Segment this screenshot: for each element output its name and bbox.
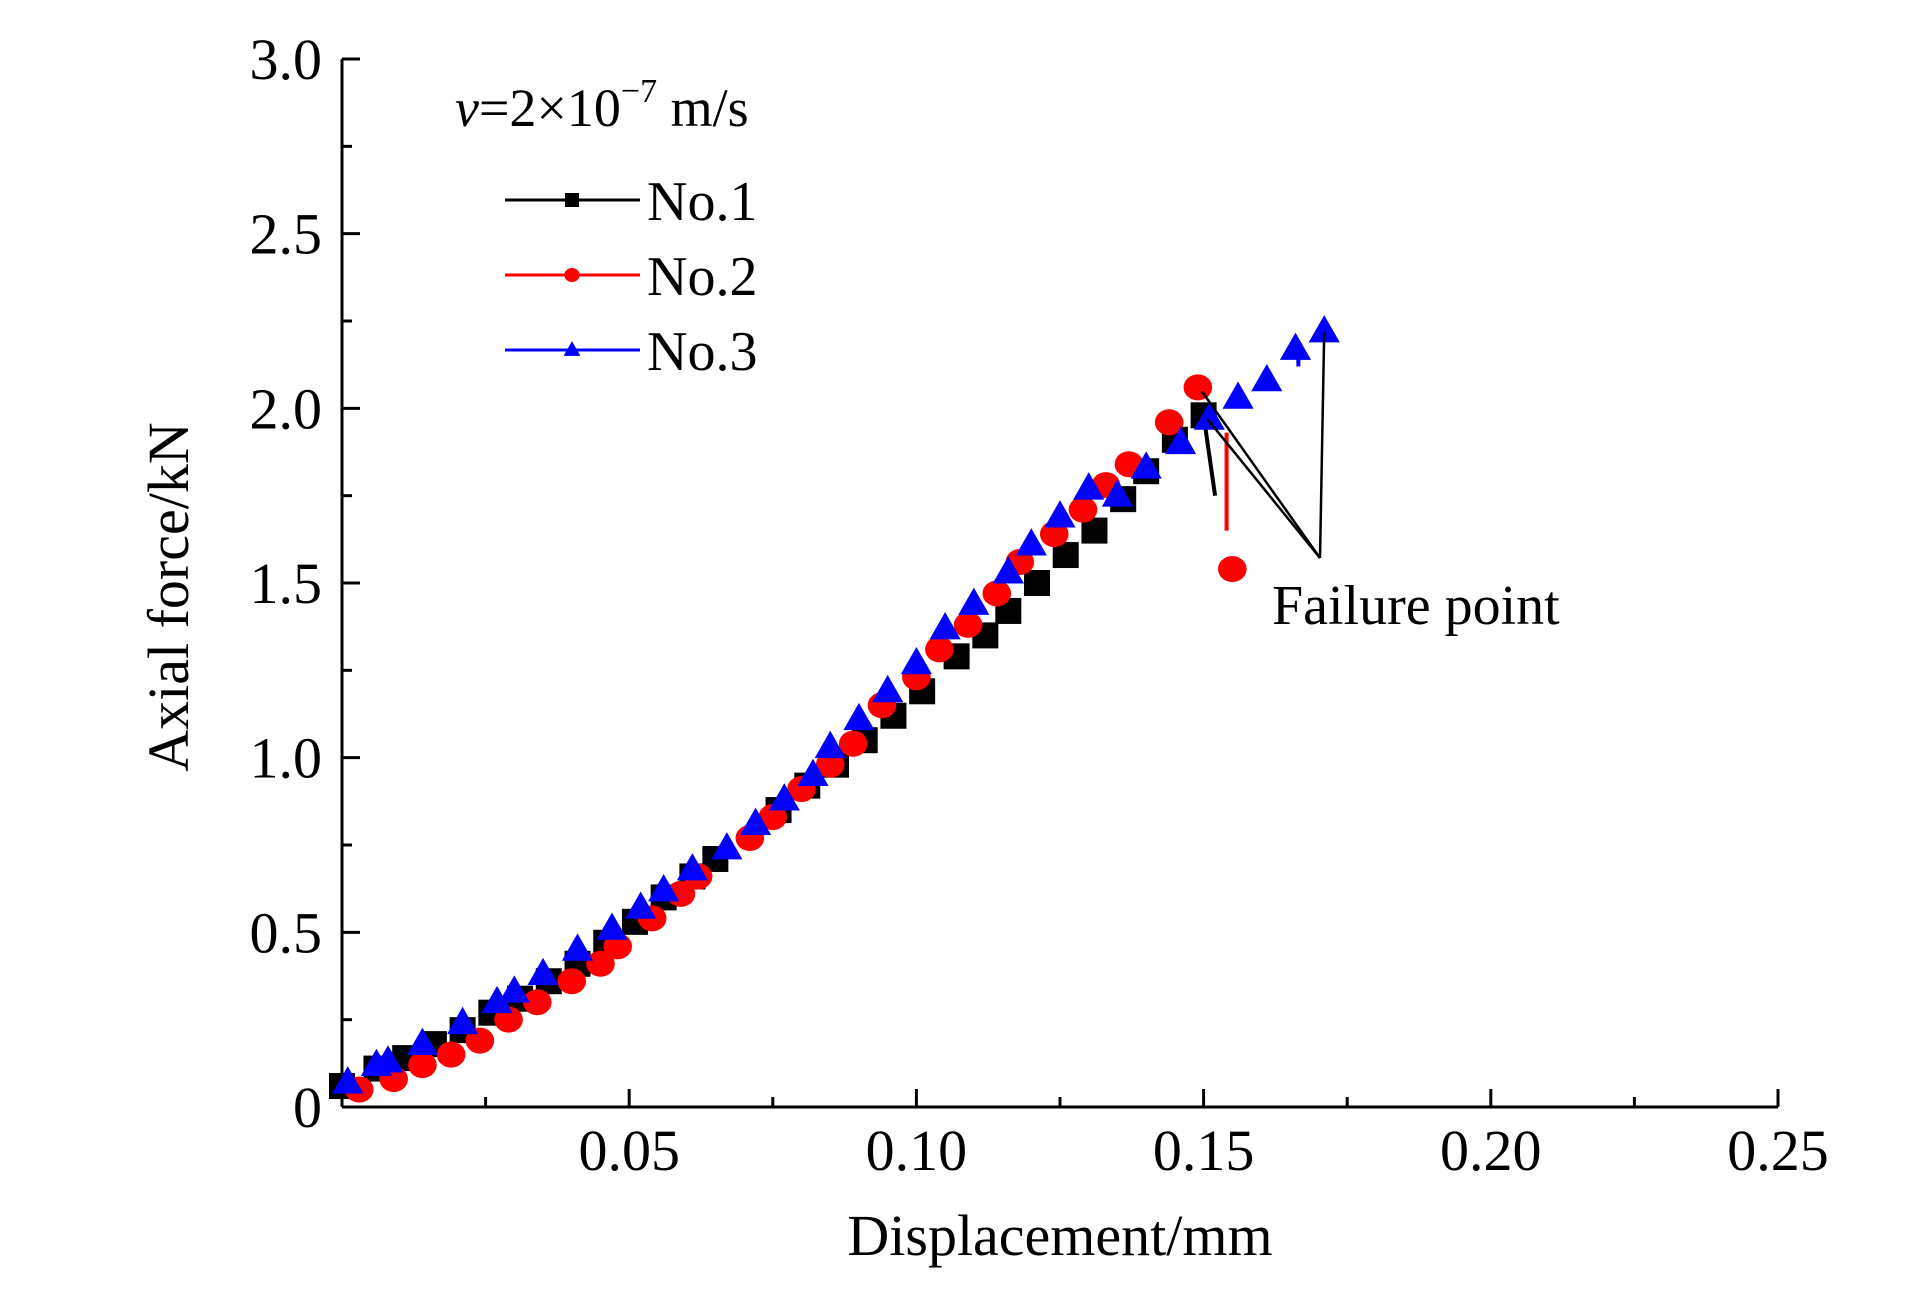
series-2-point-3 <box>436 1041 466 1068</box>
condition-label: v=2×10−7 m/s <box>455 73 749 138</box>
condition-exponent: −7 <box>621 73 657 110</box>
series-2-point-22 <box>982 580 1012 607</box>
legend-label-1: No.1 <box>647 171 757 233</box>
series-3-point-23 <box>992 556 1024 584</box>
series-3-point-22 <box>958 587 990 615</box>
series-3-point-18 <box>843 702 875 731</box>
series-3-point-2 <box>372 1045 404 1073</box>
y-axis-label: Axial force/kN <box>136 422 201 771</box>
series-2-point-29 <box>1183 374 1213 401</box>
legend-marker-2 <box>564 268 580 282</box>
series-2-point-25 <box>1068 496 1098 523</box>
axes <box>340 59 1778 1109</box>
series-3-point-24 <box>1015 528 1047 556</box>
y-tick-label-1: 0.5 <box>250 900 323 965</box>
x-tick-label-2: 0.15 <box>1153 1118 1255 1183</box>
annotation-leader-2 <box>1200 390 1322 559</box>
x-tick-label-0: 0.05 <box>578 1118 680 1183</box>
series-3-point-12 <box>676 853 708 881</box>
x-tick-label-4: 0.25 <box>1727 1118 1829 1183</box>
series-3-point-14 <box>739 807 772 835</box>
series-2-point-20 <box>925 636 954 663</box>
series-2 <box>344 374 1247 1103</box>
series-2-point-7 <box>557 968 587 995</box>
annotation-leader-1 <box>1206 418 1321 559</box>
series-2-point-17 <box>838 730 868 757</box>
y-tick-label-3: 1.5 <box>250 551 323 616</box>
series-3-point-17 <box>814 730 846 759</box>
series-3-point-21 <box>929 612 961 640</box>
failure-point-annotation: Failure point <box>1272 575 1560 637</box>
annotation-leader-3 <box>1318 331 1326 559</box>
series-3-point-13 <box>711 832 743 860</box>
series-2-point-4 <box>465 1027 495 1054</box>
legend-label-3: No.3 <box>647 321 757 383</box>
x-tick-label-1: 0.10 <box>866 1118 968 1183</box>
series-3-point-0 <box>332 1066 364 1094</box>
series-3-point-33 <box>1279 332 1312 360</box>
series-2-point-16 <box>815 751 845 778</box>
condition-eq: =2 <box>479 78 536 138</box>
y-tick-label-4: 2.0 <box>250 376 323 441</box>
series-2-point-2 <box>408 1052 437 1079</box>
series-3-point-26 <box>1073 472 1105 500</box>
series-3-point-11 <box>648 874 680 902</box>
series-2-point-8 <box>586 950 615 977</box>
ticks <box>342 57 1780 1107</box>
x-axis-label: Displacement/mm <box>847 1203 1272 1268</box>
y-tick-label-2: 1.0 <box>250 726 323 791</box>
legend-marker-3 <box>563 341 581 356</box>
series-2-point-28 <box>1154 409 1184 436</box>
series-3-point-5 <box>481 985 513 1014</box>
series-3 <box>332 315 1340 1094</box>
legend-label-2: No.2 <box>647 246 757 308</box>
series-2-point-6 <box>522 989 552 1016</box>
series-2-point-30 <box>1218 556 1247 583</box>
series-layer <box>329 315 1340 1103</box>
series-1-point-23 <box>1024 570 1051 596</box>
series-2-point-14 <box>758 804 788 831</box>
series-3-point-28 <box>1130 451 1162 479</box>
series-2-point-5 <box>494 1006 523 1033</box>
series-3-point-9 <box>596 912 628 940</box>
series-3-point-32 <box>1251 364 1283 392</box>
legend-marker-1 <box>565 193 579 207</box>
condition-times: × <box>536 78 566 138</box>
tick-labels: 0 0.5 1.0 1.5 2.0 2.5 3.0 0.05 0.10 0.15 0.20 0.25 <box>250 27 1829 1183</box>
series-3-point-7 <box>527 957 559 986</box>
series-3-point-16 <box>797 758 829 787</box>
series-2-point-9 <box>603 933 633 960</box>
series-3-point-6 <box>498 975 530 1003</box>
condition-unit: m/s <box>657 78 749 138</box>
condition-v: v <box>455 78 479 138</box>
series-3-point-15 <box>768 783 800 811</box>
series-3-point-10 <box>625 891 657 919</box>
x-tick-label-3: 0.20 <box>1440 1118 1542 1183</box>
annotation-layer <box>1200 331 1326 559</box>
y-tick-label-6: 3.0 <box>250 27 323 92</box>
condition-base: 10 <box>567 78 621 138</box>
series-3-point-4 <box>447 1006 479 1035</box>
y-tick-label-0: 0 <box>293 1075 322 1140</box>
y-tick-label-5: 2.5 <box>250 202 323 267</box>
series-3-point-8 <box>561 933 594 961</box>
series-2-point-24 <box>1039 521 1069 548</box>
series-3-point-34 <box>1308 315 1340 343</box>
series-3-point-25 <box>1044 500 1076 528</box>
series-3-point-27 <box>1101 479 1134 507</box>
series-2-point-21 <box>953 611 983 638</box>
series-3-point-30 <box>1193 402 1225 430</box>
series-3-point-29 <box>1165 426 1197 455</box>
legend: No.1 No.2 No.3 <box>505 171 757 383</box>
series-3-point-3 <box>406 1027 439 1056</box>
series-3-point-31 <box>1222 381 1254 409</box>
series-3-point-19 <box>872 674 904 703</box>
series-3-point-20 <box>900 646 932 675</box>
